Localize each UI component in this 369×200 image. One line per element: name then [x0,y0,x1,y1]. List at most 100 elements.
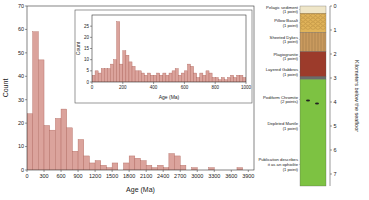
y-tick [25,52,27,53]
bar [101,69,104,82]
pillow [306,14,310,17]
pillow [316,26,320,29]
bar [104,69,107,82]
label-depth-mark [299,164,300,165]
dyke-line [309,32,310,51]
x-tick [95,170,96,172]
x-tick-label: 0 [91,85,94,90]
figure: 0300600900120015001800210024002700300033… [0,0,369,200]
x-tick [184,82,185,84]
bar [158,165,164,170]
x-tick [231,170,232,172]
bar [123,51,126,82]
depth-tick-label: 5 [334,123,337,129]
y-tick [90,59,92,60]
bar [184,71,187,82]
depth-tick-label: 1 [334,27,337,33]
pillow [311,18,315,21]
x-tick-label: 2400 [157,173,169,179]
bar [160,75,163,82]
bar [212,78,215,82]
layer-label: (2 points) [281,99,299,104]
pillow [306,18,310,21]
y-tick-label: 70 [18,3,24,9]
bar [141,73,144,82]
x-tick-label: 1500 [106,173,118,179]
pillow [321,14,325,17]
bar [192,168,198,170]
x-tick-label: 900 [73,173,82,179]
bar [237,168,243,170]
bar [84,156,90,170]
y-tick-label: 25 [84,24,90,29]
x-tick [112,170,113,172]
bar [138,71,141,82]
bar [206,71,209,82]
pillow [306,22,310,25]
depth-tick [330,174,332,175]
y-tick [25,76,27,77]
x-tick-label: 3900 [242,173,254,179]
bar [38,60,44,170]
bar [107,69,110,82]
depth-tick-label: 3 [334,75,337,81]
y-tick [25,170,27,171]
depth-tick [330,102,332,103]
depth-tick [330,6,332,7]
y-tick [25,6,27,7]
bar [175,156,181,170]
y-tick [25,123,27,124]
bar [231,75,234,82]
bars [92,22,246,82]
bar [151,75,154,82]
x-tick [27,170,28,172]
x-tick [146,170,147,172]
bar [169,73,172,82]
depth-tick [330,150,332,151]
bar [209,168,215,170]
pillow [301,26,305,29]
layer-label: (1 point) [283,39,299,44]
bar [152,168,158,170]
layer [300,6,326,13]
label-depth-mark [299,56,300,57]
layer [300,77,326,79]
x-tick-label: 3600 [225,173,237,179]
bar [221,78,224,82]
bar [224,80,227,82]
bar [50,130,56,170]
bar [237,75,240,82]
label-depth-mark [299,99,300,100]
bar [194,73,197,82]
bar [44,125,50,170]
dyke-line [306,32,307,51]
x-tick-label: 1200 [89,173,101,179]
bar [98,73,101,82]
bar [154,75,157,82]
y-tick-label: 30 [18,97,24,103]
y-tick-label: 0 [21,167,24,173]
x-tick [163,170,164,172]
layer-label: (1 point) [283,72,299,77]
pillow [316,18,320,21]
x-tick [248,170,249,172]
x-tick [246,82,247,84]
label-depth-mark [299,22,300,23]
depth-tick [330,54,332,55]
x-tick-label: 200 [119,85,127,90]
x-axis-label: Age (Ma) [159,94,180,100]
bar [178,75,181,82]
bar [135,71,138,82]
pillow [316,22,320,25]
x-tick [122,82,123,84]
bar [33,32,39,170]
y-tick [90,82,92,83]
bar [163,73,166,82]
label-depth-mark [299,9,300,10]
depth-tick-label: 4 [334,99,337,105]
bar [157,73,160,82]
plot-frame [27,6,254,170]
bar [187,64,190,82]
x-tick-label: 1000 [241,85,252,90]
x-tick-label: 400 [150,85,158,90]
